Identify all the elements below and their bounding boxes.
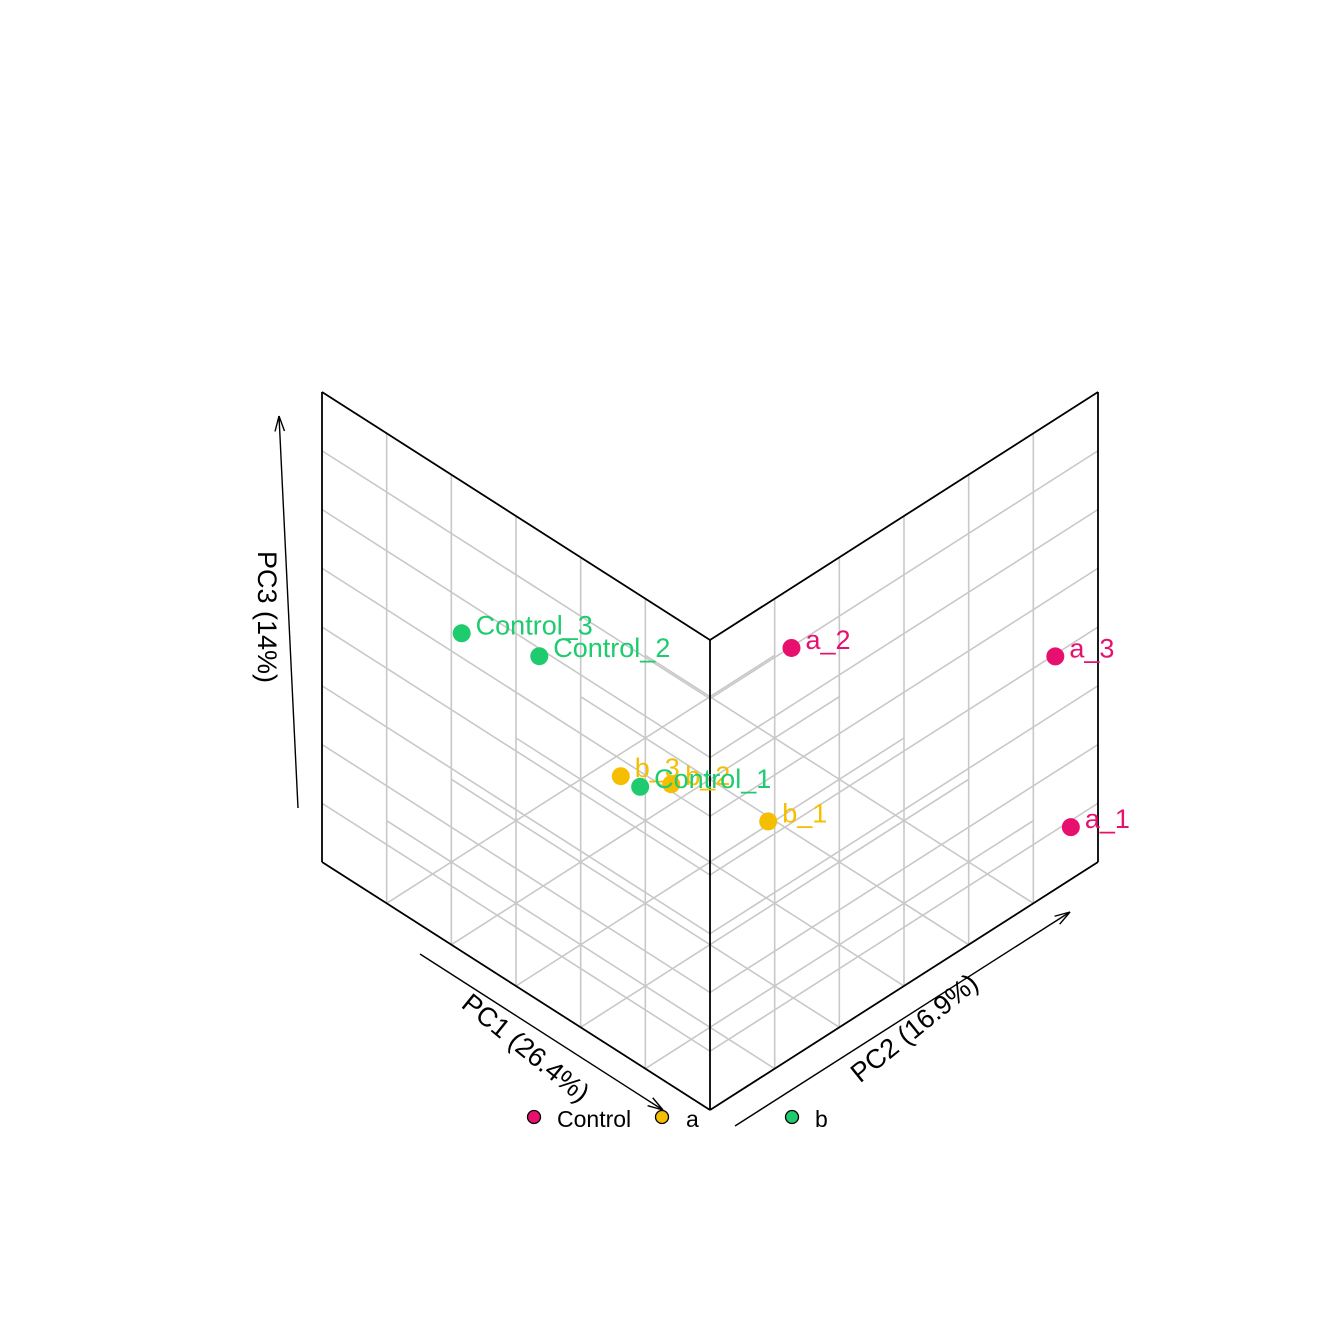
data-point-label: a_3 <box>1069 633 1114 663</box>
data-point-label: Control_3 <box>476 610 593 640</box>
frame-edge <box>321 391 711 641</box>
right-wall-grid-line <box>709 685 1099 935</box>
data-point <box>1046 647 1065 666</box>
data-point-label: Control_1 <box>654 764 771 794</box>
legend-label-control: Control <box>557 1106 631 1132</box>
left-wall-grid-line <box>321 626 711 876</box>
frame-edge <box>709 391 1099 641</box>
data-point <box>631 777 650 796</box>
left-wall-grid-line <box>321 450 711 700</box>
pc1-axis-arrow-head <box>652 1097 664 1111</box>
pc2-axis-arrow <box>734 911 1071 1127</box>
frame-edge <box>709 861 1099 1111</box>
box-frame <box>321 391 1099 1111</box>
data-point <box>782 638 801 657</box>
pc2-axis-arrow-head <box>1059 911 1071 925</box>
left-wall-grid-line <box>321 508 711 759</box>
right-wall-grid-line <box>709 567 1099 817</box>
legend-marker-b <box>784 1109 800 1125</box>
legend-marker-control <box>526 1109 542 1125</box>
data-point-label: b_1 <box>782 798 827 828</box>
data-point <box>452 624 471 643</box>
pc1-axis-arrow-head <box>647 1105 664 1111</box>
right-wall-grid-line <box>709 508 1099 759</box>
data-point <box>662 775 681 794</box>
legend-label-b: b <box>815 1106 828 1132</box>
data-point <box>759 812 778 831</box>
data-point-label: b_2 <box>685 761 730 791</box>
legend-marker-a <box>654 1109 670 1125</box>
pc2-axis-arrow-head <box>1054 911 1071 917</box>
legend: Control a b <box>526 1106 828 1132</box>
pc3-axis-arrow-head <box>274 415 280 432</box>
legend-label-a: a <box>686 1106 699 1132</box>
left-wall-grid-line <box>321 685 711 935</box>
axis-arrows <box>274 415 1071 1127</box>
left-wall-grid-line <box>321 743 711 994</box>
right-wall-grid-line <box>709 450 1099 700</box>
pc3-axis-arrow-head <box>278 415 286 432</box>
pc3-axis-arrow <box>278 415 299 809</box>
x-axis-title: PC1 (26.4%) <box>456 988 595 1109</box>
data-point <box>530 647 549 666</box>
right-wall-grid-line <box>709 743 1099 994</box>
right-wall-grid-line <box>709 626 1099 876</box>
data-point <box>1061 818 1080 837</box>
left-wall-grid-line <box>321 802 711 1052</box>
data-point-label: a_2 <box>805 625 850 655</box>
data-point-label: a_1 <box>1085 804 1130 834</box>
left-wall-grid-line <box>321 567 711 817</box>
frame-edge <box>321 861 711 1111</box>
pc1-axis-arrow <box>419 953 664 1111</box>
z-axis-title: PC3 (14%) <box>252 551 282 683</box>
right-wall-grid-line <box>709 802 1099 1052</box>
y-axis-title: PC2 (16.9%) <box>845 968 984 1089</box>
data-point <box>611 767 630 786</box>
data-point-label: Control_2 <box>553 633 670 663</box>
data-points: a_1a_2 a_3b_1b_2b_3Control_1Control_2Cont… <box>452 610 1130 837</box>
